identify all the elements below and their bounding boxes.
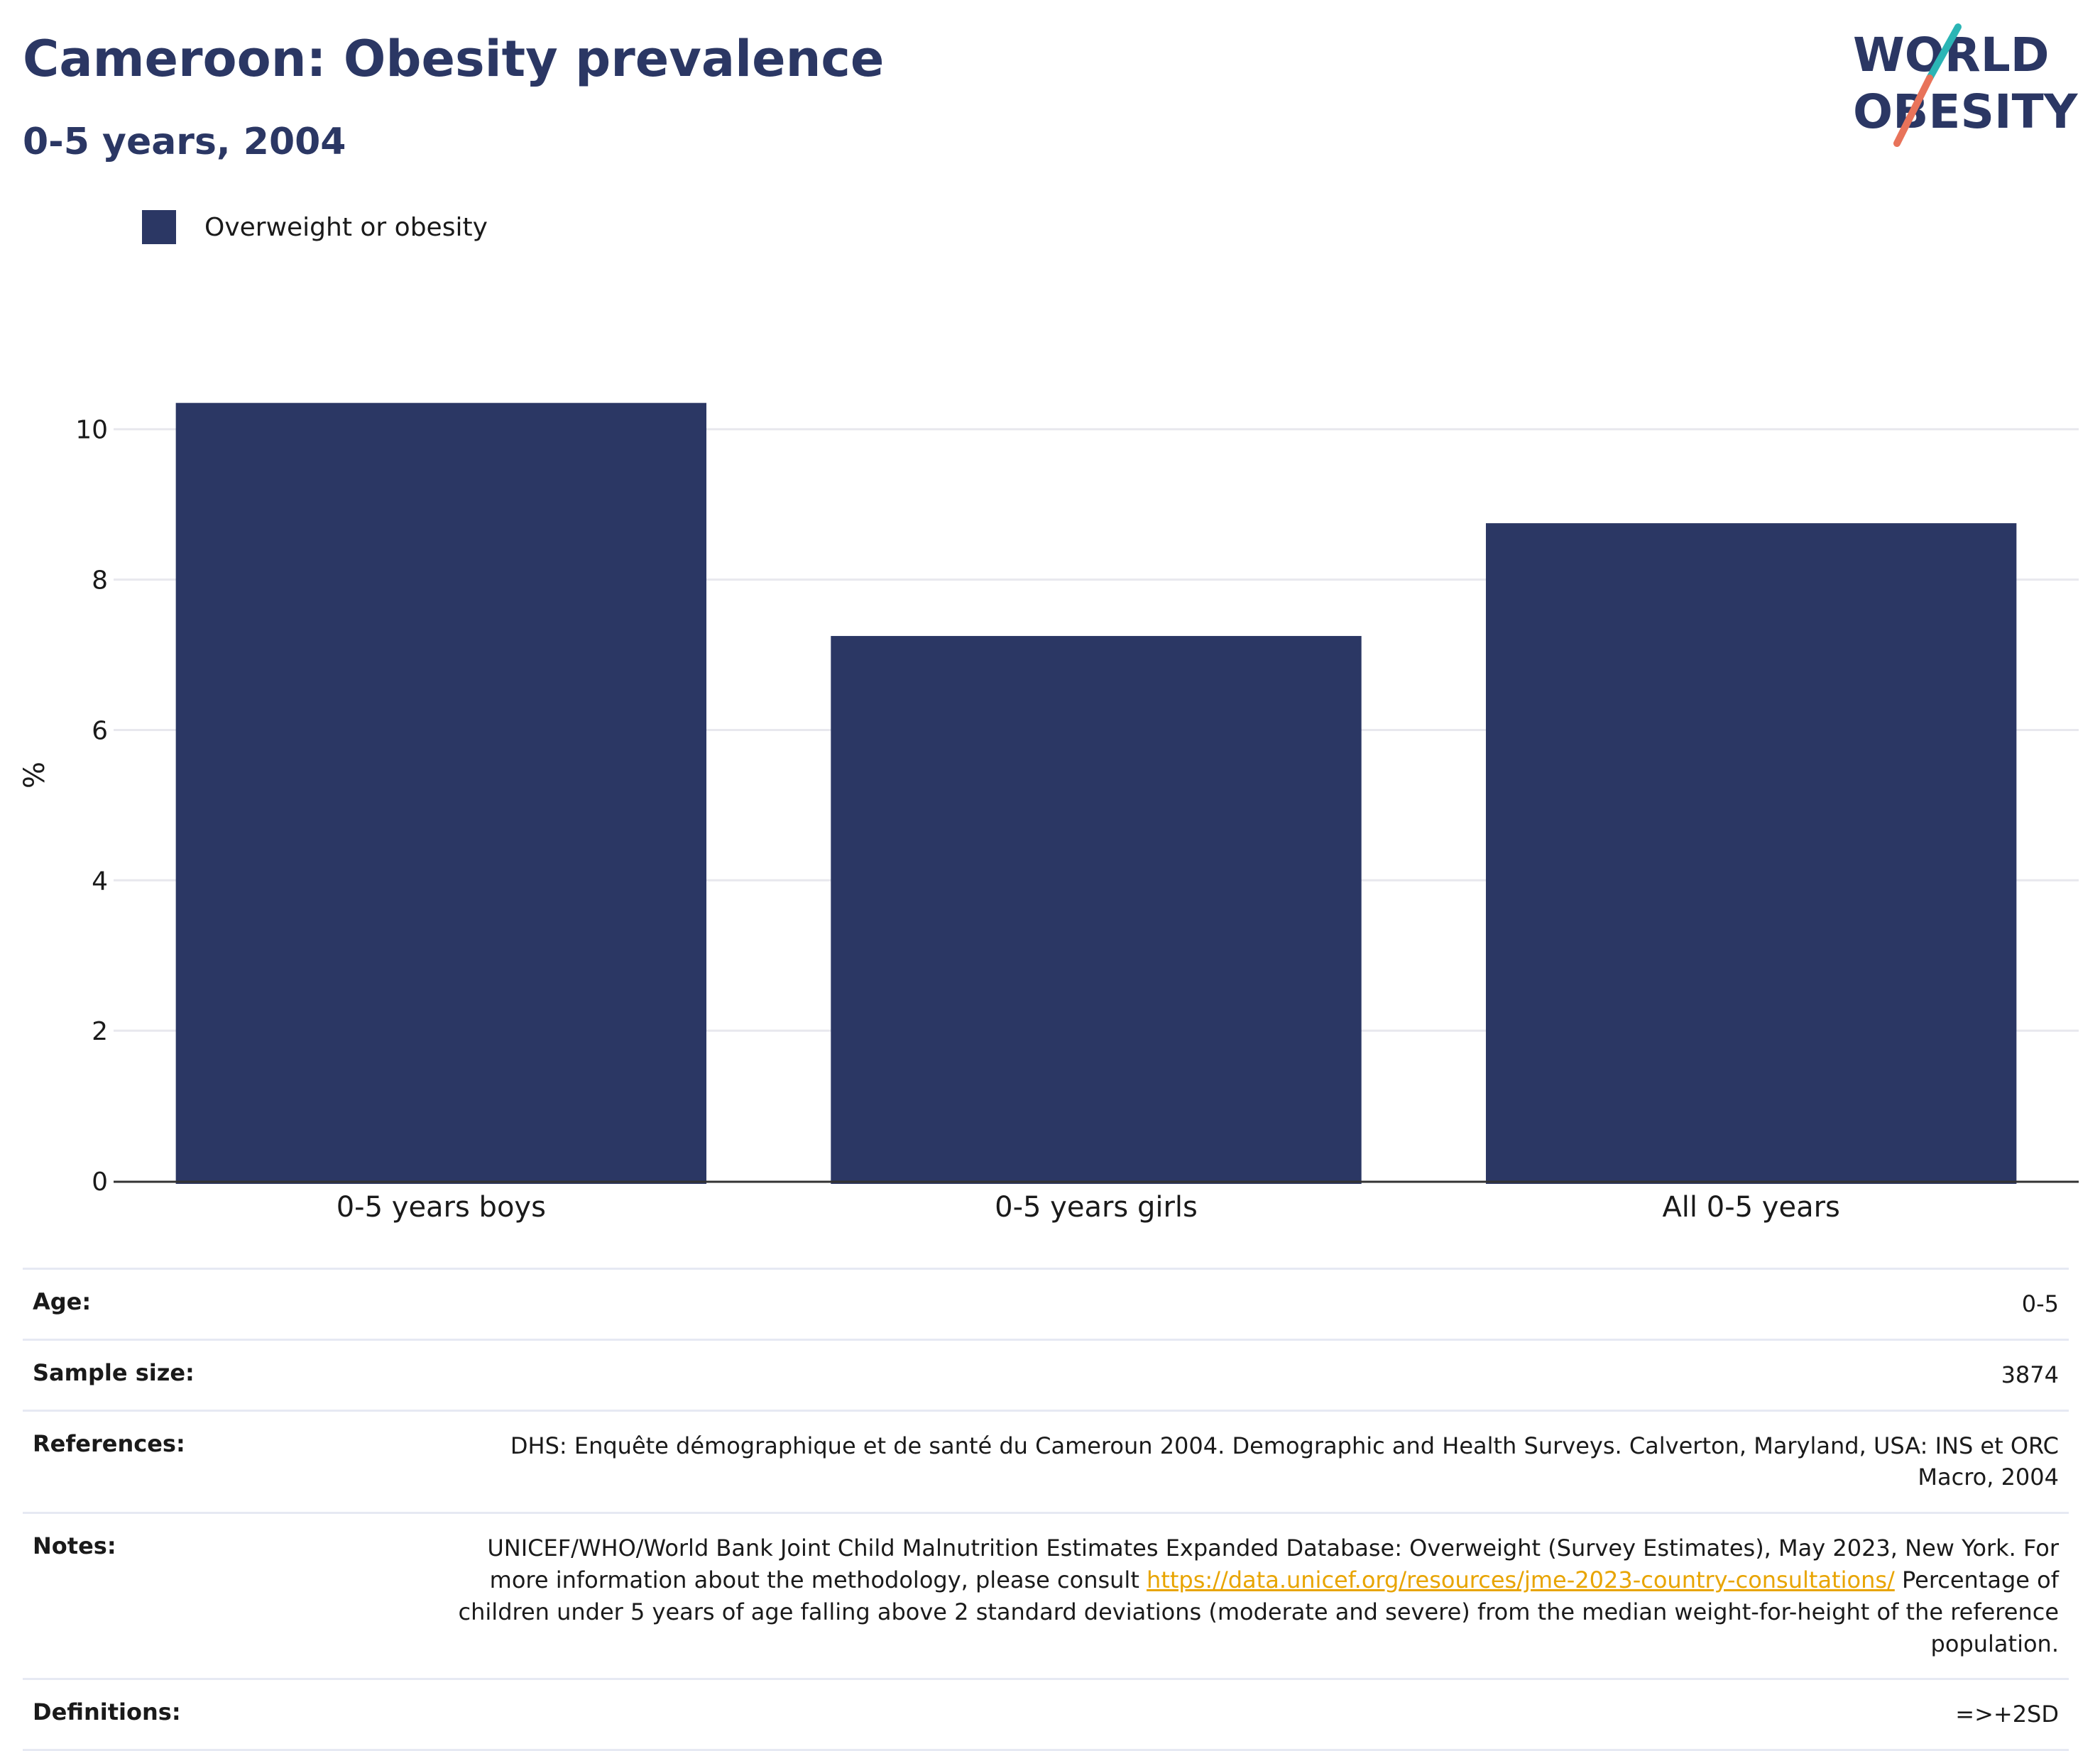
references-value: DHS: Enquête démographique et de santé d…	[510, 1432, 2059, 1491]
notes-text-2: Percentage of children under 5 years of …	[458, 1566, 2059, 1657]
y-tick-label: 10	[75, 416, 108, 445]
age-value: 0-5	[2021, 1290, 2059, 1317]
logo-text-obesity: OBESITY	[1853, 84, 2079, 139]
info-row-references: References: DHS: Enquête démographique e…	[23, 1409, 2069, 1513]
y-tick-labels: 0 2 4 6 8 10	[75, 416, 108, 1197]
bar-chart: 0 2 4 6 8 10 0-5 years boys 0-5 years girls All…	[18, 402, 2079, 1224]
info-table: Age: 0-5 Sample size: 3874 References: D…	[23, 1268, 2069, 1751]
bar[interactable]	[831, 636, 1362, 1184]
definitions-value: =>+2SD	[1955, 1701, 2059, 1728]
references-label: References:	[33, 1429, 185, 1457]
y-axis-title: %	[18, 762, 51, 789]
x-category-label: 0-5 years boys	[337, 1191, 546, 1224]
bar[interactable]	[1485, 523, 2017, 1184]
chart-subtitle: 0-5 years, 2004	[23, 121, 346, 163]
notes-value: UNICEF/WHO/World Bank Joint Child Malnut…	[430, 1532, 2059, 1659]
sample-size-label: Sample size:	[33, 1358, 195, 1386]
logo-slash-teal	[1926, 23, 1962, 82]
definitions-label: Definitions:	[33, 1698, 181, 1726]
bar[interactable]	[175, 402, 707, 1184]
legend-label: Overweight or obesity	[204, 212, 488, 242]
y-tick-label: 6	[92, 716, 108, 745]
info-row-notes: Notes: UNICEF/WHO/World Bank Joint Child…	[23, 1512, 2069, 1678]
notes-link[interactable]: https://data.unicef.org/resources/jme-20…	[1147, 1566, 1895, 1593]
x-category-label: All 0-5 years	[1662, 1191, 1839, 1224]
legend[interactable]: Overweight or obesity	[142, 210, 488, 244]
age-label: Age:	[33, 1288, 92, 1315]
y-tick-label: 4	[92, 867, 108, 896]
logo-slash-coral	[1893, 75, 1933, 147]
notes-label: Notes:	[33, 1532, 116, 1560]
y-tick-label: 8	[92, 566, 108, 595]
y-tick-label: 0	[92, 1168, 108, 1197]
info-row-definitions: Definitions: =>+2SD	[23, 1678, 2069, 1751]
sample-size-value: 3874	[2001, 1361, 2059, 1388]
info-row-sample-size: Sample size: 3874	[23, 1338, 2069, 1410]
bars	[175, 402, 2017, 1184]
chart-title: Cameroon: Obesity prevalence	[23, 30, 885, 88]
x-category-label: 0-5 years girls	[995, 1191, 1198, 1224]
category-labels: 0-5 years boys 0-5 years girls All 0-5 yea…	[337, 1191, 1840, 1224]
notes-text-1: UNICEF/WHO/World Bank Joint Child Malnut…	[487, 1535, 2059, 1593]
legend-swatch	[142, 210, 176, 244]
info-row-age: Age: 0-5	[23, 1268, 2069, 1339]
world-obesity-logo: WORLD OBESITY	[1853, 23, 2079, 147]
y-tick-label: 2	[92, 1017, 108, 1046]
